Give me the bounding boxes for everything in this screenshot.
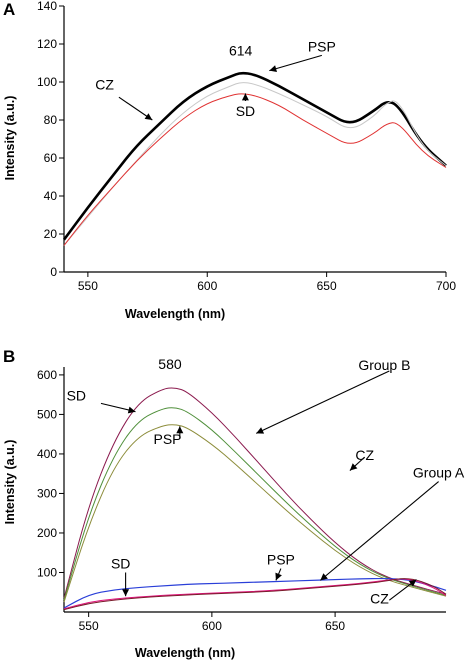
y-tick-label: 500 [37, 407, 57, 421]
arrow-psp-head [269, 65, 277, 72]
x-tick-label: 650 [325, 619, 345, 633]
x-tick-label: 550 [78, 279, 98, 293]
series-line-sd [63, 93, 447, 246]
y-tick-label: 20 [44, 227, 58, 241]
y-tick-label: 100 [37, 565, 57, 579]
annotation-label: SD [236, 103, 255, 119]
annotation-label: 580 [158, 356, 182, 372]
panel-a: A Wavelength (nm) Intensity (a.u.) 550 60… [3, 0, 456, 321]
panel-b: B Wavelength (nm) Intensity (a.u.) 550 60… [3, 347, 465, 660]
series-line-cz-group-b [63, 387, 447, 599]
arrow-psp-b-head [176, 426, 184, 434]
arrow-psp-a-head [275, 572, 282, 581]
arrow-group-b [255, 370, 390, 434]
panel-a-letter: A [3, 0, 15, 19]
x-tick-label: 600 [202, 619, 222, 633]
y-tick-label: 400 [37, 447, 57, 461]
annotation-label: PSP [308, 39, 336, 55]
panel-a-ylabel: Intensity (a.u.) [3, 96, 17, 181]
annotation-label: SD [111, 556, 130, 572]
y-tick-label: 600 [37, 368, 57, 382]
panel-a-xlabel: Wavelength (nm) [125, 307, 225, 321]
y-tick-label: 60 [44, 151, 58, 165]
x-tick-label: 700 [436, 279, 456, 293]
annotation-label: CZ [95, 77, 114, 93]
arrow-group-a [319, 481, 439, 581]
series-line-sd-group-b [63, 407, 447, 601]
annotation-label: PSP [267, 552, 295, 568]
arrow-cz-a-head [408, 579, 417, 587]
arrow-psp [269, 54, 323, 72]
y-tick-label: 80 [44, 113, 58, 127]
arrow-sd-b-head [127, 406, 136, 414]
arrow-group-b-head [256, 427, 265, 434]
panel-b-ylabel: Intensity (a.u.) [3, 440, 17, 525]
annotation-label: 614 [229, 42, 253, 58]
series-line-psp-group-b [63, 424, 447, 603]
series-line-cz-group-a [63, 578, 447, 611]
y-tick-label: 0 [50, 265, 57, 279]
annotation-label: Group A [413, 465, 465, 481]
y-tick-label: 140 [37, 0, 57, 13]
x-tick-label: 600 [197, 279, 217, 293]
series-line-cz [62, 71, 447, 241]
annotation-label: CZ [355, 447, 374, 463]
y-tick-label: 300 [37, 486, 57, 500]
y-tick-label: 200 [37, 526, 57, 540]
arrow-cz-head [144, 113, 153, 120]
y-tick-label: 120 [37, 37, 57, 51]
annotation-label: CZ [370, 590, 389, 606]
x-tick-label: 550 [79, 619, 99, 633]
annotation-label: SD [67, 388, 86, 404]
series-line-psp-group-a [63, 577, 447, 609]
annotation-label: PSP [154, 431, 182, 447]
arrow-sd-head [241, 93, 249, 101]
panel-b-letter: B [3, 347, 15, 366]
arrow-sd-a-head [122, 589, 130, 597]
x-tick-label: 650 [317, 279, 337, 293]
y-tick-label: 40 [44, 189, 58, 203]
arrow-group-a-head [320, 573, 328, 581]
annotation-label: Group B [358, 357, 410, 373]
arrow-cz-b-head [349, 463, 358, 471]
series-line-sd-group-a [63, 578, 447, 610]
panel-b-xlabel: Wavelength (nm) [135, 646, 235, 660]
y-tick-label: 100 [37, 75, 57, 89]
